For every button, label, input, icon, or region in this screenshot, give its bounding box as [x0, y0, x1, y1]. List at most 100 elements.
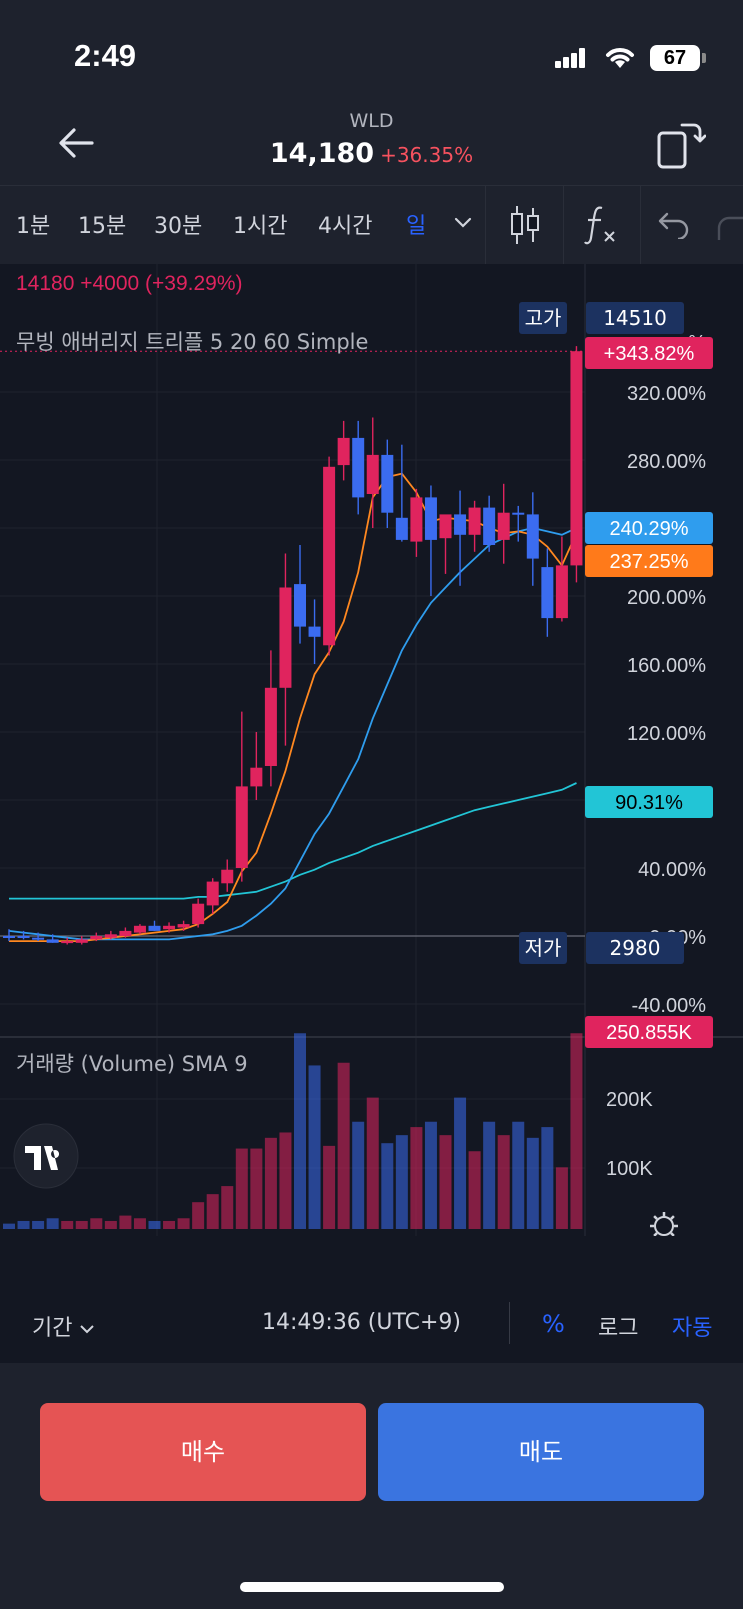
volume-bar — [424, 1121, 437, 1229]
volume-bar — [235, 1148, 248, 1229]
timeframe-15m[interactable]: 15분 — [78, 214, 127, 239]
y-tick-label: 120.00% — [627, 723, 706, 745]
ma-legend: 무빙 애버리지 트리플 5 20 60 Simple — [16, 330, 368, 354]
battery-indicator: 67 — [650, 45, 700, 71]
volume-bar — [497, 1135, 510, 1229]
ma60-badge-bg — [585, 786, 713, 818]
status-bar: 2:49 67 — [0, 0, 743, 110]
candle-body — [468, 507, 481, 535]
volume-bar — [439, 1135, 452, 1229]
chart-area[interactable]: %320.00%280.00%240.00%200.00%160.00%120.… — [0, 264, 743, 1271]
volume-bar — [250, 1148, 263, 1229]
timeframe-1h[interactable]: 1시간 — [233, 214, 288, 239]
volume-bar — [541, 1127, 554, 1229]
period-selector[interactable]: 기간 — [32, 1310, 95, 1342]
chart-toolbar: 1분 15분 30분 1시간 4시간 일 — [0, 185, 743, 265]
current-price-badge-bg — [585, 337, 713, 369]
volume-bar — [3, 1223, 15, 1229]
volume-bar — [17, 1220, 30, 1229]
volume-bar — [294, 1033, 306, 1229]
ohlc-legend: 14180 +4000 (+39.29%) — [16, 272, 243, 295]
volume-bar — [133, 1218, 146, 1229]
y-tick-label: 280.00% — [627, 451, 706, 473]
volume-bar — [337, 1062, 350, 1229]
volume-bar — [104, 1220, 117, 1229]
candle-body — [366, 454, 379, 494]
settings-icon-tooth — [653, 1215, 658, 1220]
ma20-badge-bg — [585, 545, 713, 577]
timeframe-1d[interactable]: 일 — [406, 214, 427, 239]
candle-body — [424, 497, 437, 540]
volume-bar — [32, 1220, 45, 1229]
auto-scale-toggle[interactable]: 자동 — [672, 1316, 713, 1341]
candle-body — [148, 925, 161, 931]
timeframe-1m[interactable]: 1분 — [16, 214, 51, 239]
tradingview-logo-bg — [13, 1123, 79, 1189]
candle-body — [410, 497, 423, 542]
volume-bar — [90, 1218, 103, 1229]
y-tick-label: 200.00% — [627, 587, 706, 609]
candle-body — [512, 512, 525, 515]
candle-body — [3, 936, 15, 938]
tradingview-logo-icon — [25, 1146, 60, 1170]
chevron-down-icon[interactable] — [454, 217, 472, 229]
candle-body — [75, 939, 88, 943]
candle-body — [395, 517, 408, 540]
rotate-screen-icon[interactable] — [656, 119, 706, 171]
volume-bar — [221, 1186, 234, 1229]
ma60-badge: 90.31% — [615, 792, 683, 814]
candle-body — [323, 466, 336, 646]
chart-clock: 14:49:36 (UTC+9) — [262, 1310, 462, 1335]
candle-body — [221, 869, 234, 884]
settings-icon-tooth — [670, 1232, 675, 1237]
candle-body — [192, 903, 205, 925]
volume-bar — [468, 1151, 481, 1229]
candle-body — [133, 925, 146, 933]
sell-button[interactable]: 매도 — [378, 1403, 704, 1501]
volume-bar — [279, 1132, 292, 1229]
volume-bar — [410, 1127, 423, 1229]
volume-bar — [75, 1220, 88, 1229]
buy-button[interactable]: 매수 — [40, 1403, 366, 1501]
low-label-bg — [519, 932, 567, 964]
current-price-badge: +343.82% — [604, 343, 695, 365]
bottom-divider — [509, 1302, 510, 1344]
log-scale-toggle[interactable]: 로그 — [598, 1316, 639, 1341]
candle-body — [61, 941, 74, 944]
low-value: 2980 — [610, 936, 661, 960]
last-price: 14,180 — [269, 138, 375, 169]
timeframe-30m[interactable]: 30분 — [154, 214, 203, 239]
timeframe-4h[interactable]: 4시간 — [318, 214, 373, 239]
settings-icon[interactable] — [654, 1216, 674, 1236]
indicators-fx-icon[interactable] — [584, 204, 618, 246]
back-arrow-icon[interactable] — [56, 125, 96, 161]
redo-icon[interactable] — [715, 216, 743, 240]
toolbar-divider — [640, 186, 641, 264]
toolbar-divider — [563, 186, 564, 264]
candle-body — [337, 437, 350, 466]
volume-bar — [483, 1121, 496, 1229]
volume-bar — [323, 1145, 336, 1229]
candle-body — [264, 687, 277, 766]
volume-bar — [512, 1121, 525, 1229]
candle-body — [352, 437, 365, 498]
symbol-name: WLD — [349, 110, 394, 132]
home-indicator[interactable] — [240, 1582, 504, 1592]
candle-body — [381, 454, 394, 513]
percent-scale-toggle[interactable]: % — [542, 1310, 565, 1338]
candles-icon[interactable] — [510, 204, 540, 246]
symbol-header: WLD 14,180 +36.35% — [0, 110, 743, 185]
candle-body — [235, 786, 248, 868]
candle-body — [541, 567, 554, 619]
price-chart[interactable]: %320.00%280.00%240.00%200.00%160.00%120.… — [0, 264, 743, 1271]
candle-body — [497, 512, 510, 540]
volume-bar — [555, 1167, 568, 1229]
price-change: +36.35% — [380, 143, 474, 167]
price-line: 14,180 +36.35% — [0, 138, 743, 169]
volume-bar — [119, 1215, 132, 1229]
volume-bar — [192, 1202, 205, 1229]
candle-body — [104, 934, 117, 938]
undo-icon[interactable] — [656, 211, 690, 239]
y-tick-label: -40.00% — [632, 995, 707, 1017]
high-value: 14510 — [603, 306, 667, 330]
